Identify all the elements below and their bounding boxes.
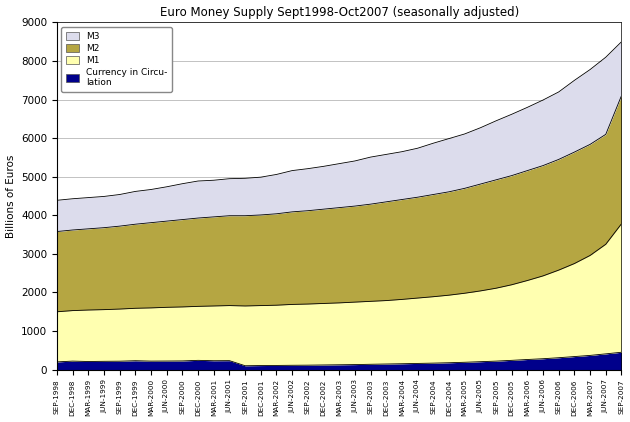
Title: Euro Money Supply Sept1998-Oct2007 (seasonally adjusted): Euro Money Supply Sept1998-Oct2007 (seas… (159, 5, 519, 19)
Legend: M3, M2, M1, Currency in Circu-
lation: M3, M2, M1, Currency in Circu- lation (62, 27, 172, 92)
Y-axis label: Billions of Euros: Billions of Euros (6, 154, 16, 238)
